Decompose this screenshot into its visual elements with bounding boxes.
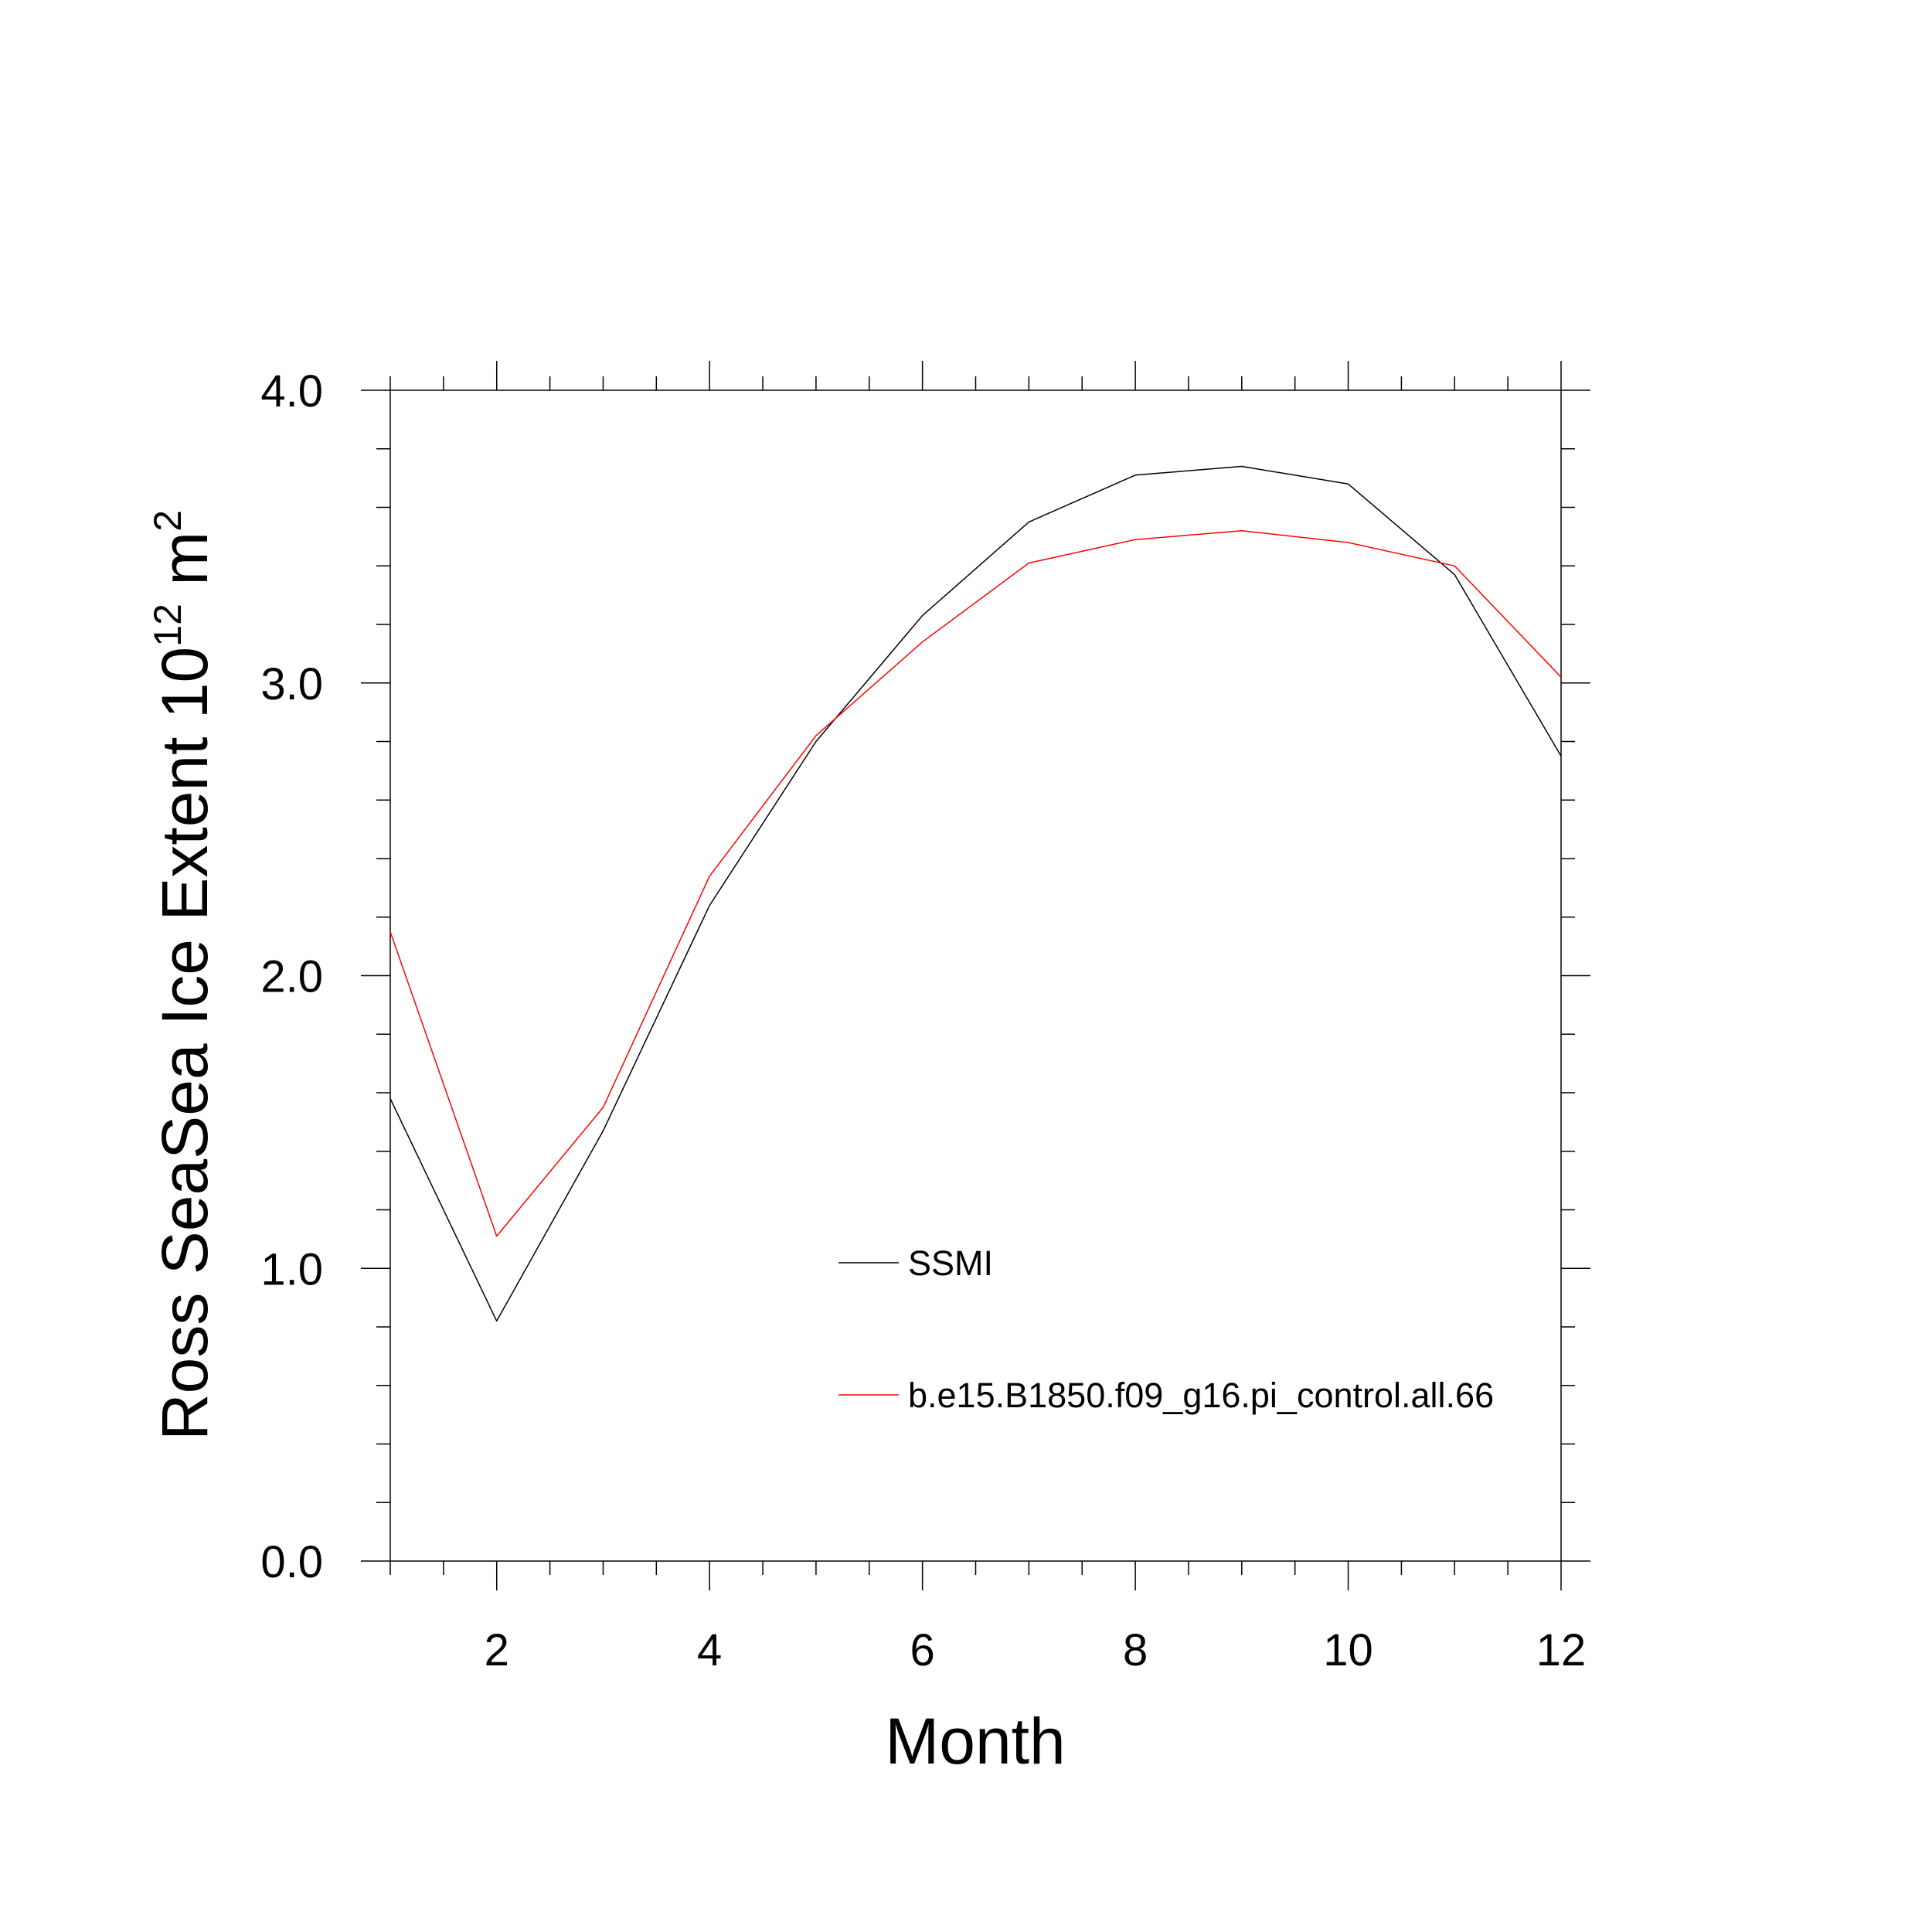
legend: SSMI b.e15.B1850.f09_g16.pi_control.all.… [838, 1243, 1494, 1415]
y-axis-title-unit-exponent: 2 [146, 510, 189, 532]
x-tick-label: 6 [910, 1625, 935, 1675]
x-tick-label: 8 [1123, 1625, 1148, 1675]
x-axis-title: Month [885, 1705, 1065, 1777]
legend-label-model: b.e15.B1850.f09_g16.pi_control.all.66 [908, 1376, 1494, 1415]
y-tick-label: 0.0 [260, 1537, 323, 1587]
x-tick-label: 4 [697, 1625, 722, 1675]
y-tick-label: 1.0 [260, 1244, 323, 1294]
x-tick-label: 2 [485, 1625, 509, 1675]
y-tick-label: 3.0 [260, 659, 323, 709]
y-axis-title-exponent: 12 [146, 604, 189, 647]
x-tick-label: 10 [1323, 1625, 1373, 1675]
tick-labels: 2 4 6 8 10 12 0.0 1.0 2.0 3.0 4.0 [260, 366, 1586, 1675]
y-tick-label: 4.0 [260, 366, 323, 417]
x-tick-label: 12 [1536, 1625, 1587, 1675]
series-line-ssmi [389, 465, 1562, 1322]
axis-ticks [361, 361, 1590, 1590]
series-line-model [389, 530, 1562, 1237]
plot-frame [389, 389, 1562, 1562]
y-tick-label: 2.0 [260, 952, 323, 1002]
legend-label-ssmi: SSMI [908, 1243, 993, 1283]
y-axis-title-text: Ross SeaSea Ice Extent 10 [148, 647, 221, 1440]
data-series [389, 465, 1562, 1322]
y-axis-title: Ross SeaSea Ice Extent 1012 m2 [146, 510, 221, 1440]
y-axis-title-unit: m [148, 532, 221, 604]
